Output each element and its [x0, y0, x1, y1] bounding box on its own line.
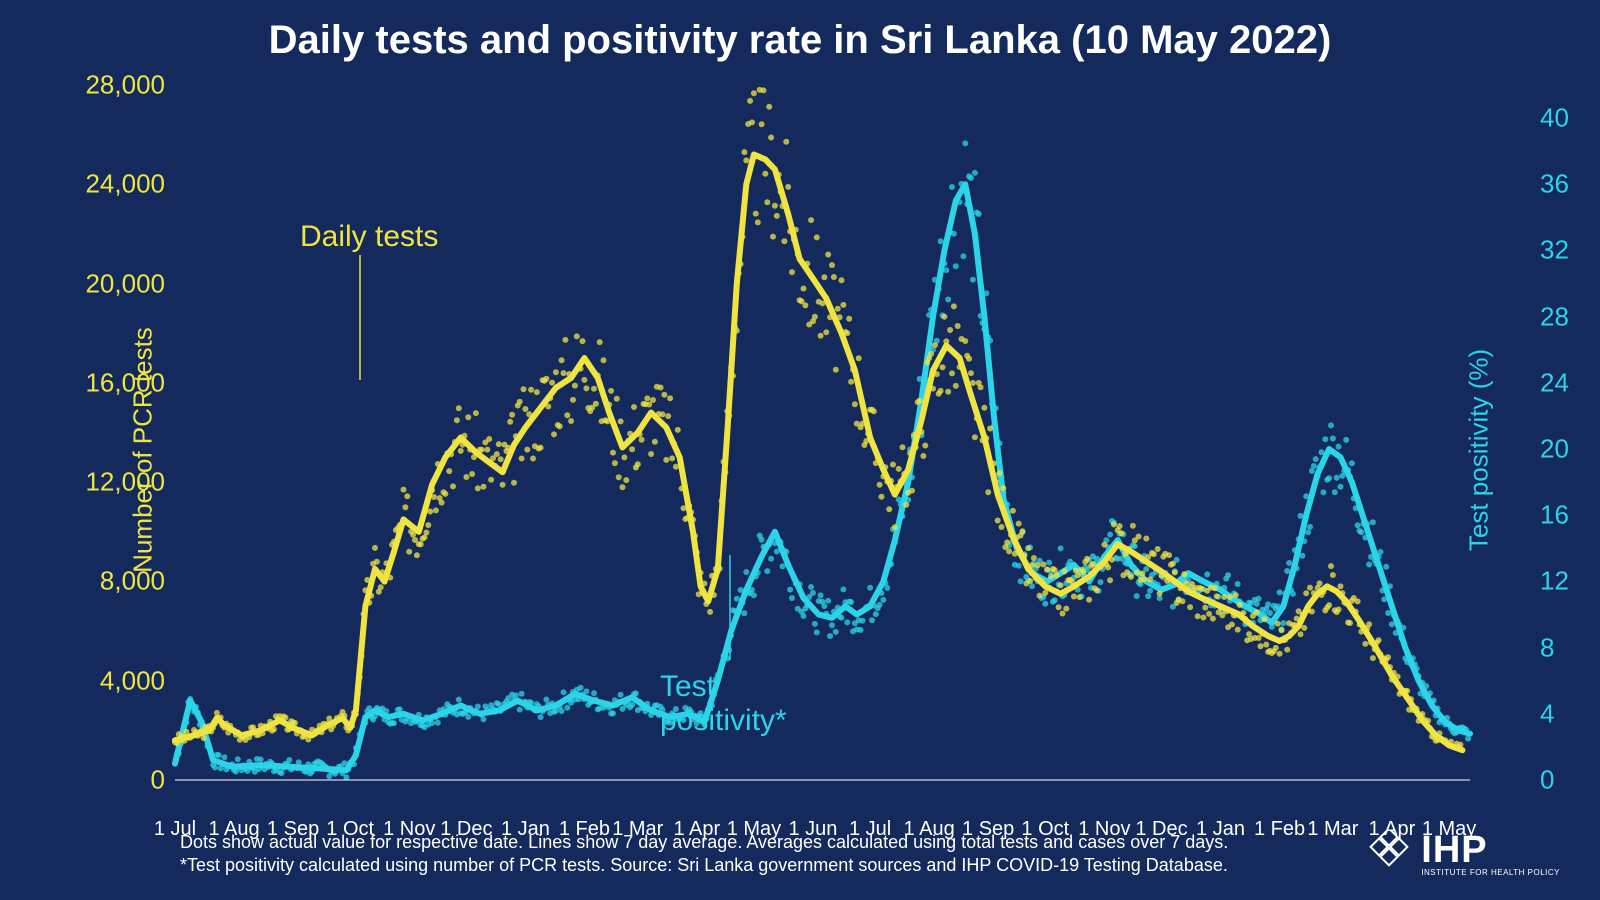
caption-line-1: Dots show actual value for respective da…: [180, 831, 1340, 854]
plot-area: [0, 0, 1600, 900]
ihp-logo-icon: [1365, 830, 1413, 878]
daily-tests-annotation: Daily tests: [300, 220, 438, 254]
positivity-annotation-text: Testpositivity*: [660, 670, 787, 737]
chart-caption: Dots show actual value for respective da…: [180, 831, 1340, 876]
positivity-annotation: Testpositivity*: [660, 670, 787, 738]
ihp-logo: IHP INSTITUTE FOR HEALTH POLICY: [1365, 830, 1560, 878]
ihp-logo-text: IHP: [1421, 831, 1560, 869]
ihp-logo-subtext: INSTITUTE FOR HEALTH POLICY: [1421, 869, 1560, 877]
daily-tests-annotation-text: Daily tests: [300, 220, 438, 253]
chart-container: Daily tests and positivity rate in Sri L…: [0, 0, 1600, 900]
caption-line-2: *Test positivity calculated using number…: [180, 854, 1340, 877]
